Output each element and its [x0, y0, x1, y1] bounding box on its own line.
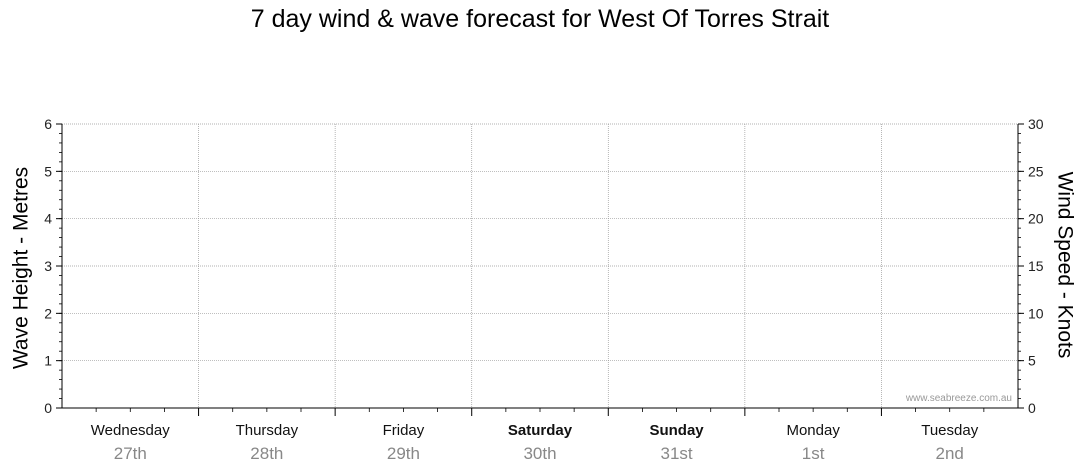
day-name-label: Tuesday [921, 422, 978, 439]
right-axis-ticks: 0 5 10 15 20 25 30 [1018, 116, 1044, 416]
right-axis-label: Wind Speed - Knots [1054, 172, 1077, 359]
right-tick-label: 30 [1028, 116, 1044, 132]
left-axis-ticks: 0 1 2 3 4 5 6 [44, 116, 62, 416]
left-tick-label: 3 [44, 258, 52, 274]
axes [61, 124, 1019, 416]
right-tick-label: 0 [1028, 400, 1036, 416]
day-date-label: 28th [250, 444, 283, 463]
day-name-label: Wednesday [91, 422, 170, 439]
day-date-label: 2nd [936, 444, 964, 463]
day-name-label: Thursday [236, 422, 299, 439]
grid-lines [62, 123, 1018, 408]
left-axis-label: Wave Height - Metres [10, 167, 33, 369]
left-tick-label: 4 [44, 211, 52, 227]
left-tick-label: 2 [44, 305, 52, 321]
day-date-label: 29th [387, 444, 420, 463]
day-name-label: Monday [786, 422, 840, 439]
right-tick-label: 25 [1028, 163, 1044, 179]
day-date-label: 1st [802, 444, 825, 463]
right-tick-label: 20 [1028, 211, 1044, 227]
left-tick-label: 1 [44, 353, 52, 369]
day-name-label: Friday [383, 422, 425, 439]
right-tick-label: 5 [1028, 353, 1036, 369]
right-tick-label: 15 [1028, 258, 1044, 274]
day-date-label: 30th [523, 444, 556, 463]
left-tick-label: 6 [44, 116, 52, 132]
day-name-label: Sunday [649, 422, 704, 439]
day-date-label: 31st [661, 444, 693, 463]
left-tick-label: 5 [44, 163, 52, 179]
chart-title: 7 day wind & wave forecast for West Of T… [250, 5, 830, 33]
day-name-label: Saturday [508, 422, 573, 439]
day-date-label: 27th [114, 444, 147, 463]
left-tick-label: 0 [44, 400, 52, 416]
day-labels: Wednesday 27th Thursday 28th Friday 29th Satur… [91, 422, 979, 463]
watermark-text: www.seabreeze.com.au [905, 393, 1012, 404]
right-tick-label: 10 [1028, 305, 1044, 321]
